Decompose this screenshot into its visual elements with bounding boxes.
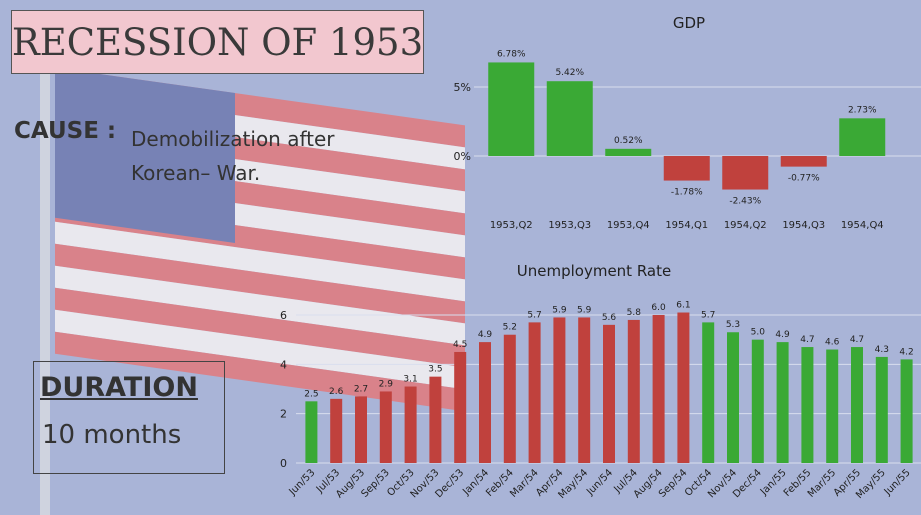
- unemployment-category-label: Jun/55: [882, 467, 913, 498]
- unemployment-bar: [405, 387, 417, 463]
- unemployment-bar: [628, 320, 640, 463]
- unemployment-value-label: 5.9: [577, 305, 592, 315]
- unemployment-bar: [901, 359, 913, 463]
- unemployment-category-label: Jun/53: [287, 467, 318, 498]
- unemployment-value-label: 5.8: [627, 308, 642, 318]
- unemployment-bar: [702, 322, 714, 463]
- unemployment-bar: [603, 325, 615, 463]
- unemployment-bar: [653, 315, 665, 463]
- unemployment-bar: [479, 342, 491, 463]
- unemployment-bar: [553, 317, 565, 463]
- unemployment-bar: [851, 347, 863, 463]
- unemployment-category-label: Mar/55: [806, 467, 839, 500]
- unemployment-value-label: 3.1: [403, 375, 417, 385]
- unemployment-category-label: Jun/54: [584, 467, 615, 498]
- unemployment-value-label: 5.3: [726, 320, 740, 330]
- unemployment-value-label: 5.6: [602, 313, 617, 323]
- unemployment-value-label: 3.5: [428, 365, 442, 375]
- unemployment-chart-title: Unemployment Rate: [517, 262, 671, 280]
- unemployment-value-label: 4.2: [899, 347, 913, 357]
- unemployment-bar: [529, 322, 541, 463]
- unemployment-value-label: 5.7: [701, 310, 715, 320]
- unemployment-value-label: 6.0: [651, 303, 666, 313]
- unemployment-bar: [801, 347, 813, 463]
- unemployment-value-label: 2.7: [354, 384, 368, 394]
- unemployment-category-label: Sep/53: [359, 467, 391, 499]
- unemployment-y-tick-label: 0: [280, 457, 287, 470]
- unemployment-value-label: 4.3: [875, 345, 889, 355]
- unemployment-bar: [355, 396, 367, 463]
- unemployment-bar: [504, 335, 516, 463]
- unemployment-bar: [752, 340, 764, 463]
- unemployment-category-label: Mar/54: [508, 467, 541, 500]
- unemployment-category-label: Sep/54: [657, 467, 689, 499]
- unemployment-value-label: 4.9: [775, 330, 790, 340]
- unemployment-value-label: 2.5: [304, 389, 318, 399]
- unemployment-bar: [380, 391, 392, 463]
- unemployment-value-label: 5.2: [503, 323, 517, 333]
- unemployment-y-tick-label: 6: [280, 309, 287, 322]
- unemployment-bar: [777, 342, 789, 463]
- unemployment-bar: [305, 401, 317, 463]
- unemployment-y-tick-label: 4: [280, 358, 287, 371]
- unemployment-bar: [330, 399, 342, 463]
- unemployment-value-label: 5.9: [552, 305, 567, 315]
- unemployment-bar: [876, 357, 888, 463]
- unemployment-value-label: 2.9: [379, 379, 394, 389]
- unemployment-value-label: 4.9: [478, 330, 493, 340]
- unemployment-value-label: 5.0: [751, 328, 766, 338]
- unemployment-value-label: 4.7: [850, 335, 864, 345]
- unemployment-bar: [677, 313, 689, 463]
- unemployment-value-label: 6.1: [676, 301, 690, 311]
- unemployment-bar: [578, 317, 590, 463]
- unemployment-value-label: 4.5: [453, 340, 467, 350]
- unemployment-bar: [826, 350, 838, 463]
- unemployment-bar: [727, 332, 739, 463]
- unemployment-value-label: 2.6: [329, 387, 344, 397]
- unemployment-y-tick-label: 2: [280, 408, 287, 421]
- unemployment-bar: [429, 377, 441, 463]
- unemployment-value-label: 5.7: [527, 310, 541, 320]
- unemployment-bar: [454, 352, 466, 463]
- unemployment-value-label: 4.6: [825, 338, 840, 348]
- unemployment-value-label: 4.7: [800, 335, 814, 345]
